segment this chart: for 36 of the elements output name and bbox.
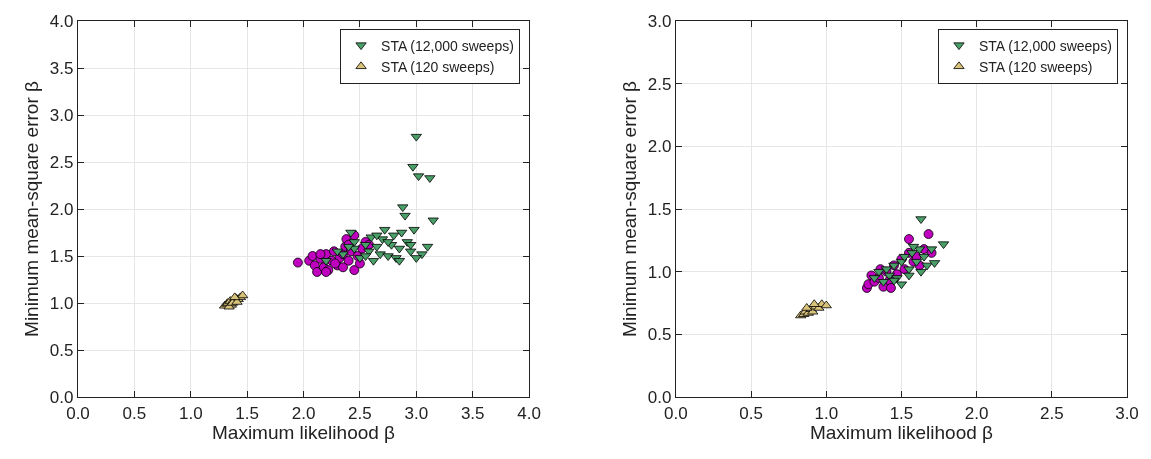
x-tick-label: 2.5 [348, 403, 372, 423]
legend-label: STA (12,000 sweeps) [381, 37, 514, 54]
y-tick-label: 0.5 [647, 325, 672, 345]
y-tick-label: 4.0 [49, 11, 74, 31]
y-tick-label: 1.0 [647, 262, 672, 282]
x-tick-label: 1.5 [889, 403, 914, 423]
x-tick-label: 3.0 [404, 403, 429, 423]
y-tick-label: 3.5 [49, 58, 74, 78]
x-axis-title: Maximum likelihood β [809, 422, 994, 444]
legend-label: STA (120 sweeps) [978, 58, 1093, 75]
y-tick-label: 2.5 [49, 152, 74, 172]
y-tick-label: 1.5 [49, 246, 74, 266]
x-tick-label: 0.5 [122, 403, 147, 423]
y-tick-label: 2.0 [647, 137, 672, 157]
y-tick-label: 2.0 [49, 199, 74, 219]
legend-label: STA (12,000 sweeps) [978, 37, 1112, 54]
x-tick-label: 1.0 [814, 403, 839, 423]
y-axis-title: Minimum mean-square error β [20, 80, 42, 337]
x-tick-label: 1.0 [178, 403, 203, 423]
x-tick-label: 4.0 [517, 403, 541, 423]
x-tick-label: 3.0 [1115, 403, 1139, 423]
x-tick-label: 2.0 [291, 403, 316, 423]
x-tick-label: 1.5 [235, 403, 259, 423]
y-tick-label: 2.5 [647, 74, 672, 94]
x-axis-title: Maximum likelihood β [212, 422, 396, 444]
legend-label: STA (120 sweeps) [381, 58, 495, 75]
x-tick-label: 2.0 [964, 403, 989, 423]
y-axis-title: Minimum mean-square error β [618, 80, 640, 337]
y-tick-label: 3.0 [49, 105, 74, 125]
y-tick-label: 1.5 [647, 199, 672, 219]
y-tick-label: 1.0 [49, 293, 74, 313]
x-tick-label: 3.5 [460, 403, 485, 423]
x-tick-label: 2.5 [1040, 403, 1064, 423]
y-tick-label: 3.0 [647, 11, 672, 31]
x-tick-label: 0.5 [739, 403, 763, 423]
y-tick-label: 0.5 [49, 340, 74, 360]
